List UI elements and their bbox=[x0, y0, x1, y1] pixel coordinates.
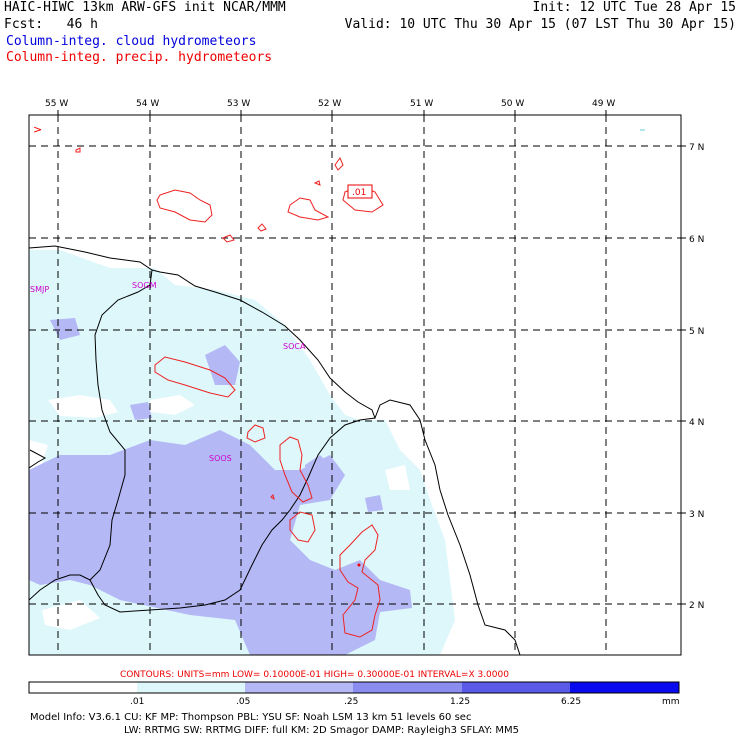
cloud-shade-medium bbox=[29, 430, 412, 655]
contour bbox=[270, 494, 275, 501]
clear-area bbox=[150, 395, 195, 415]
contour-label: .01 bbox=[352, 188, 366, 198]
cloud-shade-medium bbox=[130, 402, 152, 420]
colorbar-swatch bbox=[353, 682, 462, 693]
clear-area bbox=[42, 600, 100, 630]
contour bbox=[287, 197, 330, 221]
border-guyana bbox=[29, 449, 47, 469]
map-frame bbox=[28, 114, 682, 656]
contour bbox=[257, 223, 267, 232]
contours-info: CONTOURS: UNITS=mm LOW= 0.10000E-01 HIGH… bbox=[120, 670, 509, 680]
lon-label: 54 W bbox=[136, 99, 159, 109]
colorbar-tick: 1.25 bbox=[450, 697, 470, 707]
contour bbox=[313, 180, 321, 186]
coastline bbox=[29, 245, 521, 655]
legend-precip: Column-integ. precip. hydrometeors bbox=[6, 50, 273, 65]
lon-label: 51 W bbox=[410, 99, 433, 109]
contour bbox=[289, 511, 316, 543]
colorbar-tick: .05 bbox=[236, 697, 250, 707]
precip-contours bbox=[75, 147, 384, 638]
station-label: SOGM bbox=[132, 281, 157, 290]
contour bbox=[154, 356, 236, 398]
lat-label: 2 N bbox=[689, 601, 704, 611]
lon-label: 50 W bbox=[501, 99, 524, 109]
fcst-value: 46 h bbox=[66, 17, 98, 32]
colorbar-swatch bbox=[137, 682, 245, 693]
cloud-shade-medium bbox=[205, 345, 240, 385]
axis-ticks bbox=[57, 110, 686, 605]
lat-label: 4 N bbox=[689, 418, 704, 428]
colorbar-tick: .25 bbox=[344, 697, 358, 707]
cloud-shade-medium bbox=[365, 495, 383, 512]
lat-label: 7 N bbox=[689, 143, 704, 153]
lat-label: 5 N bbox=[689, 327, 704, 337]
contour bbox=[156, 189, 213, 223]
border-french-guiana bbox=[89, 417, 376, 613]
model-info-line2: LW: RRTMG SW: RRTMG DIFF: full KM: 2D Sm… bbox=[124, 725, 520, 736]
contour bbox=[334, 156, 344, 171]
precip-dot bbox=[357, 563, 361, 567]
colorbar-swatch bbox=[570, 682, 679, 693]
contour bbox=[279, 436, 313, 503]
colorbar-tick: .01 bbox=[130, 697, 144, 707]
plot-title: HAIC-HIWC 13km ARW-GFS init NCAR/MMM bbox=[4, 0, 286, 15]
init-time: Init: 12 UTC Tue 28 Apr 15 bbox=[532, 0, 737, 15]
lat-label: 3 N bbox=[689, 510, 704, 520]
corner-mark: > bbox=[33, 123, 42, 136]
station-label: SOCA bbox=[283, 342, 306, 351]
lon-label: 53 W bbox=[227, 99, 250, 109]
legend-cloud: Column-integ. cloud hydrometeors bbox=[6, 34, 257, 49]
border-suriname bbox=[29, 269, 153, 601]
color-bar bbox=[28, 681, 680, 694]
forecast-hour: Fcst: 46 h bbox=[4, 17, 98, 33]
station-label: SMJP bbox=[30, 285, 49, 294]
contour bbox=[222, 234, 235, 243]
lon-label: 55 W bbox=[45, 99, 68, 109]
cloud-shade-light-north bbox=[55, 258, 100, 282]
coastline-borders bbox=[29, 245, 521, 655]
contour-label-box bbox=[347, 184, 373, 199]
valid-time: Valid: 10 UTC Thu 30 Apr 15 (07 LST Thu … bbox=[344, 17, 736, 32]
colorbar-swatch bbox=[245, 682, 353, 693]
contour bbox=[339, 524, 381, 638]
lon-label: 49 W bbox=[592, 99, 615, 109]
colorbar-swatch bbox=[29, 682, 137, 693]
colorbar-frame bbox=[28, 681, 680, 694]
clear-area bbox=[385, 465, 410, 490]
colorbar-units: mm bbox=[662, 697, 680, 707]
fcst-label: Fcst: bbox=[4, 17, 44, 32]
model-info-line1: Model Info: V3.6.1 CU: KF MP: Thompson P… bbox=[30, 712, 472, 723]
contour bbox=[75, 147, 81, 153]
colorbar-tick: 6.25 bbox=[561, 697, 581, 707]
hydrometeor-fill bbox=[29, 250, 455, 655]
lat-lon-grid bbox=[29, 115, 681, 655]
cloud-shade-medium bbox=[305, 455, 335, 485]
lon-label: 52 W bbox=[318, 99, 341, 109]
lat-label: 6 N bbox=[689, 235, 704, 245]
station-label: SOOS bbox=[209, 454, 232, 463]
colorbar-swatch bbox=[462, 682, 570, 693]
contour bbox=[246, 424, 266, 443]
